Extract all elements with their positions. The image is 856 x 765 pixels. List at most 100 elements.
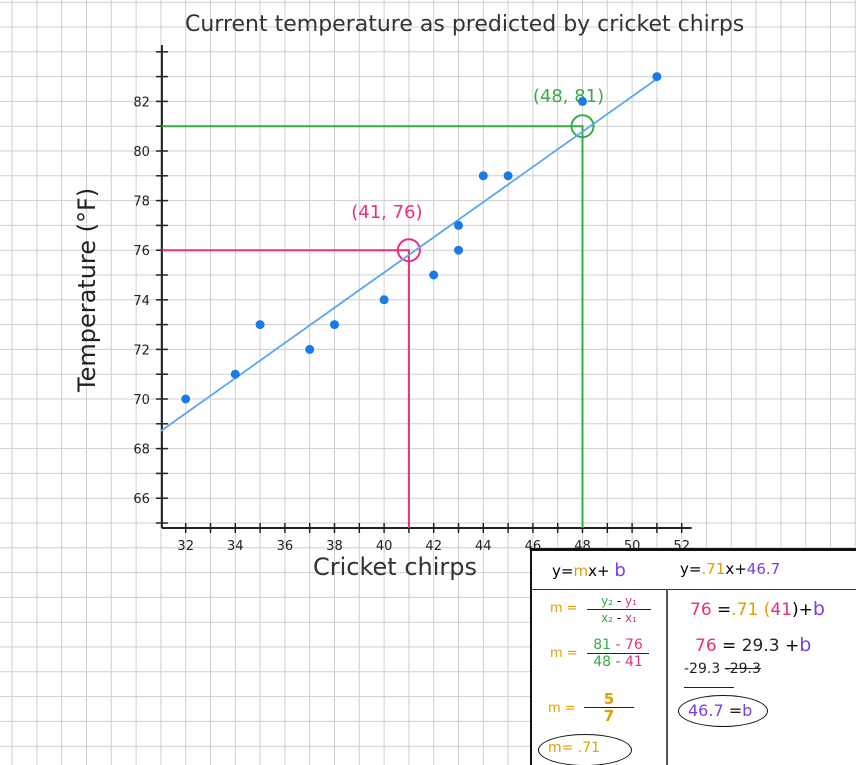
y-equals: y=: [680, 560, 702, 578]
slope-step-1-lhs: m =: [550, 601, 578, 616]
y-value: 76: [690, 600, 712, 620]
product: 29.3: [741, 636, 780, 656]
equals: =: [717, 600, 732, 620]
reference-lines: [161, 125, 584, 528]
sum-underline: [684, 687, 734, 688]
intercept-step-3: -29.3 -29.3: [684, 661, 761, 677]
y-tick-label: 70: [133, 393, 150, 408]
y-tick-label: 78: [133, 195, 150, 210]
plus: +: [798, 600, 813, 620]
data-point: [478, 171, 488, 181]
slope-step-2-lhs: m =: [550, 646, 578, 661]
intercept-step-2: 76 = 29.3 +b: [695, 634, 811, 656]
slope-value: .71: [701, 560, 726, 578]
x-symbol: x: [588, 562, 597, 580]
annotation-label: (41, 76): [351, 202, 422, 223]
equals: =: [722, 636, 737, 656]
y-axis-label: Temperature (°F): [73, 187, 101, 392]
intercept-result: 46.7 =b: [688, 701, 752, 720]
general-equation: y=mx+ b: [552, 560, 626, 581]
numerator: 5: [603, 690, 615, 708]
minus: -: [615, 654, 621, 670]
minus: -: [615, 637, 621, 653]
plus: +: [784, 636, 800, 656]
calculation-box: y=mx+ b y=.71x+46.7 m = y₂ - y₁ x₂ - x₁ …: [530, 548, 856, 765]
intercept-symbol: b: [614, 560, 626, 581]
data-point: [379, 295, 389, 305]
b-symbol: b: [742, 701, 753, 720]
minus: -: [616, 611, 622, 625]
data-point: [305, 344, 315, 354]
x-tick-label: 36: [277, 539, 294, 554]
fitted-equation: y=.71x+46.7: [680, 560, 780, 578]
minus: -: [616, 594, 622, 608]
x-tick-label: 38: [326, 539, 343, 554]
subtract-left: -29.3: [684, 661, 721, 677]
paren-open: (: [763, 600, 771, 620]
data-point: [255, 320, 265, 330]
x-symbol: x: [725, 560, 735, 578]
data-point: [652, 72, 662, 82]
slope-formula-fraction: y₂ - y₁ x₂ - x₁: [587, 593, 651, 626]
x-tick-label: 42: [425, 539, 442, 554]
paren-close: ): [792, 600, 799, 620]
b-symbol: b: [799, 634, 812, 656]
slope-symbol: m: [573, 562, 589, 580]
x-tick-label: 44: [475, 539, 492, 554]
slope-result: m= .71: [548, 740, 600, 756]
y-tick-label: 68: [133, 443, 150, 458]
data-point: [429, 270, 439, 280]
slope-step-3-lhs: m =: [548, 701, 576, 716]
trend-line: [160, 78, 658, 432]
y1: y₁: [625, 594, 637, 608]
data-point: [230, 369, 240, 379]
y-tick-label: 66: [133, 492, 150, 507]
highlight-circle: [570, 114, 595, 139]
x-tick-label: 32: [177, 539, 194, 554]
x2: x₂: [601, 611, 613, 625]
b-symbol: b: [812, 598, 825, 620]
subtract-right: -29.3: [724, 661, 761, 677]
y-tick-label: 82: [133, 95, 150, 110]
x-value: 41: [770, 600, 793, 620]
intercept-value: 46.7: [688, 701, 724, 720]
x1: x₁: [625, 611, 637, 625]
data-point: [578, 96, 587, 106]
chart-title: Current temperature as predicted by cric…: [185, 12, 745, 37]
plus: +: [734, 560, 747, 578]
plus: +: [596, 562, 610, 580]
equals: =: [728, 701, 743, 720]
y-tick-label: 76: [133, 244, 150, 259]
slope-values-fraction: 81 - 76 48 - 41: [587, 637, 649, 670]
y-tick-label: 72: [133, 343, 150, 358]
data-point: [330, 320, 339, 330]
x-tick-label: 34: [227, 539, 244, 554]
y-equals: y=: [552, 562, 574, 580]
intercept-value: 46.7: [746, 560, 781, 578]
y2: y₂: [601, 594, 613, 608]
x-axis-label: Cricket chirps: [313, 553, 478, 581]
x2-value: 48: [593, 654, 612, 670]
reference-lines: [161, 249, 410, 528]
intercept-result-circle: [678, 695, 768, 727]
y-tick-label: 80: [133, 145, 150, 160]
annotation-label: (48, 81): [533, 86, 604, 107]
denominator: 7: [584, 707, 634, 724]
data-point: [503, 171, 513, 181]
highlight-circle: [396, 238, 421, 263]
x-tick-label: 40: [376, 539, 393, 554]
data-point: [454, 245, 463, 255]
slope-value: .71: [731, 600, 759, 620]
intercept-step-1: 76 =.71 (41)+b: [690, 598, 825, 620]
y2-value: 81: [593, 637, 612, 653]
equation-header: y=mx+ b y=.71x+46.7: [532, 551, 856, 590]
m-equals: m=: [548, 740, 574, 756]
y-tick-label: 74: [133, 294, 150, 309]
slope-value: .71: [577, 740, 601, 756]
slope-simplified-fraction: 5 7: [584, 691, 634, 724]
column-divider: [666, 589, 668, 765]
y-value: 76: [695, 636, 717, 656]
x1-value: 41: [624, 654, 643, 670]
y1-value: 76: [624, 637, 643, 653]
